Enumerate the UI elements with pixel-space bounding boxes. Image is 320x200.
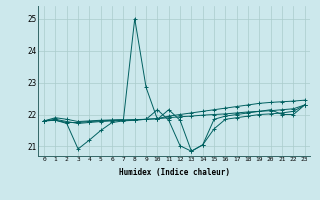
X-axis label: Humidex (Indice chaleur): Humidex (Indice chaleur): [119, 168, 230, 177]
